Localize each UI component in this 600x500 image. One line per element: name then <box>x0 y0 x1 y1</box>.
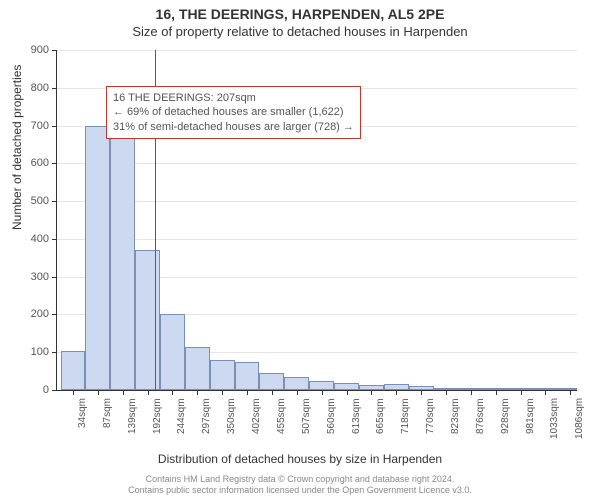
y-tick <box>52 352 57 353</box>
gridline <box>57 239 577 240</box>
y-tick-label: 300 <box>19 271 49 283</box>
x-tick-label: 770sqm <box>425 398 436 434</box>
y-tick <box>52 201 57 202</box>
y-tick <box>52 163 57 164</box>
histogram-bar <box>185 347 210 390</box>
y-tick <box>52 277 57 278</box>
histogram-bar <box>309 381 334 390</box>
x-tick-label: 823sqm <box>450 398 461 434</box>
x-tick <box>347 390 348 395</box>
x-tick-label: 402sqm <box>251 398 262 434</box>
histogram-bar <box>61 351 86 390</box>
x-axis-label: Distribution of detached houses by size … <box>0 452 600 466</box>
gridline <box>57 163 577 164</box>
title-line1: 16, THE DEERINGS, HARPENDEN, AL5 2PE <box>0 0 600 22</box>
y-tick <box>52 239 57 240</box>
x-tick <box>297 390 298 395</box>
x-tick <box>446 390 447 395</box>
x-tick <box>73 390 74 395</box>
x-tick-label: 1033sqm <box>549 398 560 439</box>
y-tick <box>52 50 57 51</box>
annotation-box: 16 THE DEERINGS: 207sqm ← 69% of detache… <box>106 86 361 139</box>
y-tick-label: 400 <box>19 233 49 245</box>
y-tick <box>52 126 57 127</box>
x-tick-label: 718sqm <box>400 398 411 434</box>
histogram-bar <box>558 388 577 390</box>
histogram-bar <box>135 250 160 390</box>
x-tick-label: 87sqm <box>102 398 113 428</box>
x-tick <box>545 390 546 395</box>
copyright: Contains HM Land Registry data © Crown c… <box>0 474 600 496</box>
x-tick-label: 981sqm <box>525 398 536 434</box>
annotation-line1: 16 THE DEERINGS: 207sqm <box>113 91 354 105</box>
x-tick-label: 507sqm <box>301 398 312 434</box>
y-tick-label: 600 <box>19 157 49 169</box>
y-tick-label: 900 <box>19 44 49 56</box>
x-tick <box>272 390 273 395</box>
x-tick-label: 876sqm <box>475 398 486 434</box>
x-tick <box>421 390 422 395</box>
x-tick-label: 1086sqm <box>574 398 585 439</box>
y-tick-label: 100 <box>19 346 49 358</box>
y-tick-label: 0 <box>19 384 49 396</box>
x-tick <box>322 390 323 395</box>
histogram-bar <box>160 314 185 390</box>
histogram-bar <box>210 360 235 390</box>
x-tick-label: 560sqm <box>326 398 337 434</box>
x-tick <box>148 390 149 395</box>
plot-area: 010020030040050060070080090034sqm87sqm13… <box>56 50 576 420</box>
title-line2: Size of property relative to detached ho… <box>0 24 600 39</box>
annotation-line3: 31% of semi-detached houses are larger (… <box>113 120 354 134</box>
histogram-bar <box>334 383 359 390</box>
copyright-line1: Contains HM Land Registry data © Crown c… <box>0 474 600 485</box>
x-tick-label: 928sqm <box>500 398 511 434</box>
y-tick-label: 500 <box>19 195 49 207</box>
y-tick-label: 800 <box>19 82 49 94</box>
histogram-bar <box>259 373 284 390</box>
histogram-bar <box>110 123 135 390</box>
x-tick-label: 350sqm <box>226 398 237 434</box>
y-tick-label: 700 <box>19 120 49 132</box>
x-tick <box>197 390 198 395</box>
histogram-bar <box>85 126 110 390</box>
x-tick <box>396 390 397 395</box>
x-tick-label: 613sqm <box>351 398 362 434</box>
x-tick <box>222 390 223 395</box>
histogram-bar <box>284 377 309 390</box>
x-tick-label: 34sqm <box>77 398 88 428</box>
x-tick <box>98 390 99 395</box>
y-tick <box>52 88 57 89</box>
x-tick <box>496 390 497 395</box>
histogram-bar <box>235 362 260 390</box>
gridline <box>57 50 577 51</box>
x-tick <box>123 390 124 395</box>
x-tick-label: 455sqm <box>276 398 287 434</box>
x-tick-label: 192sqm <box>152 398 163 434</box>
y-tick-label: 200 <box>19 308 49 320</box>
x-tick <box>471 390 472 395</box>
x-tick-label: 665sqm <box>375 398 386 434</box>
x-tick <box>570 390 571 395</box>
x-tick <box>371 390 372 395</box>
gridline <box>57 201 577 202</box>
x-tick <box>172 390 173 395</box>
x-tick <box>247 390 248 395</box>
x-tick-label: 139sqm <box>127 398 138 434</box>
x-tick-label: 244sqm <box>176 398 187 434</box>
copyright-line2: Contains public sector information licen… <box>0 485 600 496</box>
x-tick-label: 297sqm <box>201 398 212 434</box>
chart-container: 16, THE DEERINGS, HARPENDEN, AL5 2PE Siz… <box>0 0 600 500</box>
y-tick <box>52 390 57 391</box>
annotation-line2: ← 69% of detached houses are smaller (1,… <box>113 105 354 119</box>
y-tick <box>52 314 57 315</box>
x-tick <box>521 390 522 395</box>
